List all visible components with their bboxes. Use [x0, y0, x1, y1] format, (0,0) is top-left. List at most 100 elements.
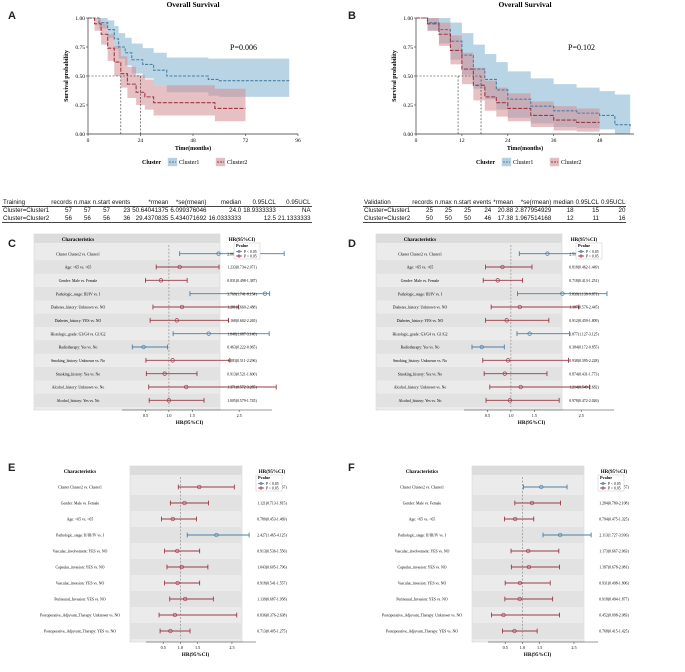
forest-hr-text: 0.452(0.098-2.083) — [599, 614, 629, 618]
table-row: Cluster=Cluster1 25 25 25 24 20.88 2.877954929… — [363, 207, 626, 215]
km-ci-band-cluster2 — [88, 18, 246, 122]
table-header-cell: 0.95LCL — [574, 199, 600, 208]
forest-hr-text: 1.877(1.127-3.125) — [569, 332, 599, 336]
table-cell: 50 — [433, 214, 453, 224]
forest-row-label: Vascular_invasion: YES vs. NO — [56, 582, 105, 586]
table-cell: 56 — [72, 214, 92, 224]
panel-letter-a: A — [8, 10, 16, 22]
forest-legend-label: P < 0.05 — [244, 250, 257, 254]
km-x-tick-label: 0 — [415, 138, 418, 144]
table-header-cell: Training — [2, 199, 51, 208]
forest-hr-text: 0.831(0.498-1.387) — [227, 279, 257, 283]
forest-row-label: Gender: Male vs. Female — [403, 502, 442, 506]
forest-row-label: Smoking_history: Yes vs. No — [56, 372, 101, 376]
forest-point — [518, 384, 523, 390]
forest-hr-text: 0.780(0.453-1.469) — [257, 518, 287, 522]
table-cell: Cluster=Cluster2 — [363, 214, 412, 224]
forest-hr-text: 1.187(0.576-2.445) — [569, 306, 599, 310]
forest-x-tick-label: 2.5 — [237, 413, 242, 418]
forest-legend-point — [601, 481, 605, 485]
forest-legend-title: Pvalue — [600, 475, 612, 480]
forest-x-axis-label: HR(95%CI) — [182, 651, 210, 658]
forest-x-tick-label: 1.5 — [537, 645, 542, 650]
km-pvalue: P=0.102 — [568, 43, 595, 52]
forest-x-tick-label: 1.0 — [508, 413, 513, 418]
table-cell: 5.434071692 — [169, 214, 208, 224]
km-y-axis-label: Survival probability — [392, 50, 398, 102]
forest-header-hr: HR(95%CI) — [571, 238, 598, 243]
training-summary-table: Training records n.max n.start events *rmean *… — [2, 199, 312, 224]
forest-hr-text: 1.083(0.511-2.296) — [227, 359, 257, 363]
forest-point — [158, 278, 164, 283]
forest-point — [507, 398, 513, 403]
table-cell: 57 — [65, 207, 72, 215]
forest-row-label: Diabetes_history: Unknown vs. NO — [393, 306, 448, 310]
forest-hr-text: 3.769(1.741-8.154) — [227, 292, 257, 296]
forest-header-hr: HR(95%CI) — [259, 470, 286, 475]
forest-hr-text: 0.931(0.498-1.806) — [599, 582, 629, 586]
km-x-tick-label: 24 — [505, 138, 511, 144]
forest-x-tick-label: 0.5 — [503, 645, 508, 650]
forest-hr-text: 0.794(0.475-1.325) — [599, 518, 629, 522]
forest-row-label: Postoperative_Adjuvant_Therapy: YES vs. … — [386, 630, 458, 634]
table-cell: 23 — [123, 207, 131, 215]
forest-point — [500, 264, 505, 270]
table-row: Cluster=Cluster2 50 50 50 46 17.38 1.967514168… — [363, 214, 627, 224]
forest-point — [517, 596, 522, 602]
forest-point — [183, 596, 188, 602]
forest-legend-point — [259, 481, 263, 485]
km-x-tick-label: 12 — [459, 138, 465, 144]
table-cell: 16 — [600, 214, 627, 224]
km-x-tick-label: 24 — [138, 138, 144, 144]
forest-point — [141, 344, 146, 350]
forest-row-label: Gender: Male vs. Female — [61, 502, 100, 506]
forest-row-label: Age: >65 vs. <65 — [407, 266, 434, 270]
forest-x-axis-label: HR(95%CI) — [518, 419, 546, 426]
forest-point — [504, 318, 509, 323]
table-cell: 20 — [618, 207, 626, 215]
table-cell: 57 — [103, 207, 110, 215]
km-y-tick-label: 0.50 — [75, 74, 85, 80]
forest-point — [545, 251, 550, 256]
forest-hr-text: 0.818(0.462-1.449) — [569, 266, 599, 270]
km-line-cluster1 — [88, 17, 290, 82]
forest-legend-box — [255, 474, 283, 492]
table-header-cell: *rmean — [492, 199, 515, 208]
forest-legend-label: P < 0.05 — [608, 482, 621, 486]
forest-header-characteristics: Characteristics — [406, 470, 439, 475]
forest-point — [206, 331, 211, 336]
forest-point — [479, 344, 484, 350]
forest-point — [558, 532, 563, 538]
table-cell: 18 — [566, 207, 574, 215]
forest-row-label: Histologic_grade: G3/G4 vs. G1/G2 — [392, 332, 447, 336]
forest-legend-point — [259, 486, 263, 490]
forest-plot-e: Characteristics HR(95%CI) Cluster Cluster2… — [40, 465, 287, 658]
forest-point — [174, 318, 179, 323]
forest-row-stripe — [130, 527, 242, 543]
forest-row-label: Capsular_invasion: YES vs. NO — [397, 566, 446, 570]
forest-hr-text: 2.113(1.727-3.936) — [599, 534, 629, 538]
table-cell: 25 — [464, 207, 471, 215]
forest-legend-point — [601, 486, 605, 490]
forest-row-label: Smoking_history: Unknown vs. No — [393, 359, 447, 363]
forest-legend-box — [597, 474, 625, 492]
forest-point — [166, 398, 172, 403]
forest-row-label: Vascular_invasion: YES vs. NO — [398, 582, 447, 586]
forest-point — [495, 278, 500, 283]
forest-row-label: Pathologic_stage: II/III/IV vs. I — [398, 534, 447, 538]
forest-hr-text: 1.284(0.780-2.108) — [599, 502, 629, 506]
km-legend-label: Cluster2 — [227, 160, 247, 166]
km-x-tick-label: 0 — [87, 138, 90, 144]
forest-hr-text: 0.913(0.536-1.556) — [257, 550, 287, 554]
table-cell: 25 — [444, 207, 452, 215]
forest-hr-text: 0.836(0.376-2.638) — [257, 614, 287, 618]
km-legend-label: Cluster2 — [561, 160, 581, 166]
forest-row-stripe — [34, 313, 220, 327]
forest-row-stripe — [472, 527, 584, 543]
forest-hr-text: 1.187(0.678-2.081) — [599, 566, 629, 570]
km-legend-title: Cluster — [476, 160, 495, 166]
forest-hr-text: 1.005(0.579-1.745) — [227, 399, 257, 403]
forest-x-tick-label: 1.0 — [520, 645, 525, 650]
table-cell: Cluster=Cluster1 — [3, 207, 50, 215]
forest-row-label: Vascular_involvement: YES vs. NO — [53, 550, 108, 554]
